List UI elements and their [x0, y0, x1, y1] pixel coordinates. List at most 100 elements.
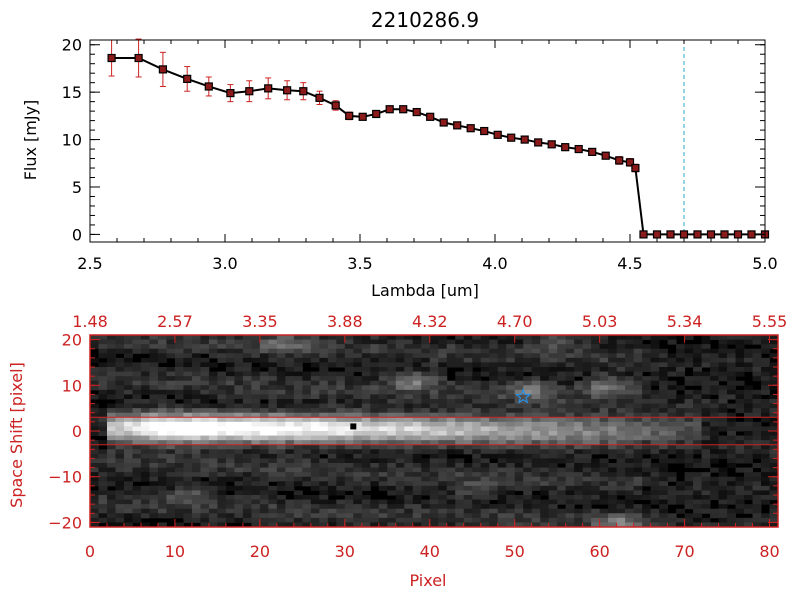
image-pixel [701, 417, 711, 423]
image-pixel [191, 481, 201, 487]
image-pixel [591, 522, 601, 528]
image-pixel [531, 348, 541, 354]
image-pixel [217, 353, 227, 359]
image-pixel [548, 376, 558, 382]
image-pixel [319, 421, 329, 427]
image-pixel [387, 394, 397, 400]
image-pixel [106, 408, 116, 414]
image-pixel [319, 458, 329, 464]
image-pixel [497, 367, 507, 373]
image-pixel [667, 408, 677, 414]
image-pixel [395, 376, 405, 382]
image-pixel [727, 440, 737, 446]
image-pixel [361, 357, 371, 363]
data-point [399, 105, 408, 114]
image-pixel [404, 376, 414, 382]
image-pixel [591, 357, 601, 363]
image-pixel [310, 421, 320, 427]
image-pixel [140, 380, 150, 386]
image-pixel [140, 463, 150, 469]
image-pixel [531, 449, 541, 455]
image-pixel [489, 467, 499, 473]
image-pixel [693, 517, 703, 523]
image-pixel [701, 463, 711, 469]
image-pixel [90, 394, 99, 400]
image-pixel [361, 376, 371, 382]
image-pixel [276, 499, 286, 505]
image-pixel [234, 403, 244, 409]
image-pixel [140, 467, 150, 473]
image-pixel [574, 513, 584, 519]
image-pixel [769, 467, 779, 473]
image-pixel [217, 394, 227, 400]
image-pixel [183, 476, 193, 482]
image-pixel [285, 476, 295, 482]
image-pixel [106, 362, 116, 368]
image-pixel [285, 412, 295, 418]
image-pixel [327, 408, 337, 414]
image-pixel [769, 380, 779, 386]
image-pixel [480, 485, 490, 491]
image-pixel [412, 403, 422, 409]
image-pixel [412, 417, 422, 423]
image-pixel [183, 426, 193, 432]
data-point [534, 138, 543, 147]
image-pixel [293, 472, 303, 478]
image-pixel [174, 376, 184, 382]
image-pixel [395, 508, 405, 514]
image-pixel [710, 435, 720, 441]
image-pixel [310, 522, 320, 528]
image-pixel [608, 412, 618, 418]
image-pixel [421, 335, 431, 341]
image-pixel [387, 504, 397, 510]
image-pixel [744, 353, 754, 359]
image-pixel [472, 421, 482, 427]
image-pixel [361, 435, 371, 441]
image-pixel [548, 353, 558, 359]
image-pixel [191, 485, 201, 491]
image-pixel [693, 513, 703, 519]
image-pixel [259, 426, 269, 432]
image-pixel [395, 389, 405, 395]
image-pixel [302, 517, 312, 523]
image-pixel [132, 485, 142, 491]
image-pixel [565, 481, 575, 487]
image-pixel [565, 449, 575, 455]
image-pixel [650, 417, 660, 423]
image-pixel [259, 504, 269, 510]
image-pixel [684, 353, 694, 359]
image-pixel [540, 344, 550, 350]
image-pixel [208, 394, 218, 400]
image-pixel [480, 353, 490, 359]
image-pixel [667, 367, 677, 373]
image-pixel [327, 399, 337, 405]
image-pixel [574, 458, 584, 464]
image-pixel [591, 376, 601, 382]
image-pixel [438, 435, 448, 441]
image-pixel [115, 481, 125, 487]
image-pixel [395, 444, 405, 450]
image-pixel [166, 495, 176, 501]
image-pixel [225, 453, 235, 459]
image-pixel [480, 367, 490, 373]
image-pixel [336, 499, 346, 505]
image-pixel [149, 335, 159, 341]
image-pixel [565, 504, 575, 510]
image-pixel [157, 435, 167, 441]
image-pixel [735, 394, 745, 400]
image-pixel [540, 440, 550, 446]
image-pixel [761, 440, 771, 446]
image-pixel [710, 357, 720, 363]
image-pixel [769, 385, 779, 391]
image-pixel [557, 517, 567, 523]
image-pixel [140, 513, 150, 519]
image-pixel [259, 403, 269, 409]
image-pixel [625, 335, 635, 341]
image-pixel [557, 440, 567, 446]
image-pixel [684, 376, 694, 382]
image-pixel [591, 467, 601, 473]
image-pixel [489, 335, 499, 341]
image-pixel [463, 508, 473, 514]
image-pixel [251, 499, 261, 505]
image-pixel [217, 499, 227, 505]
